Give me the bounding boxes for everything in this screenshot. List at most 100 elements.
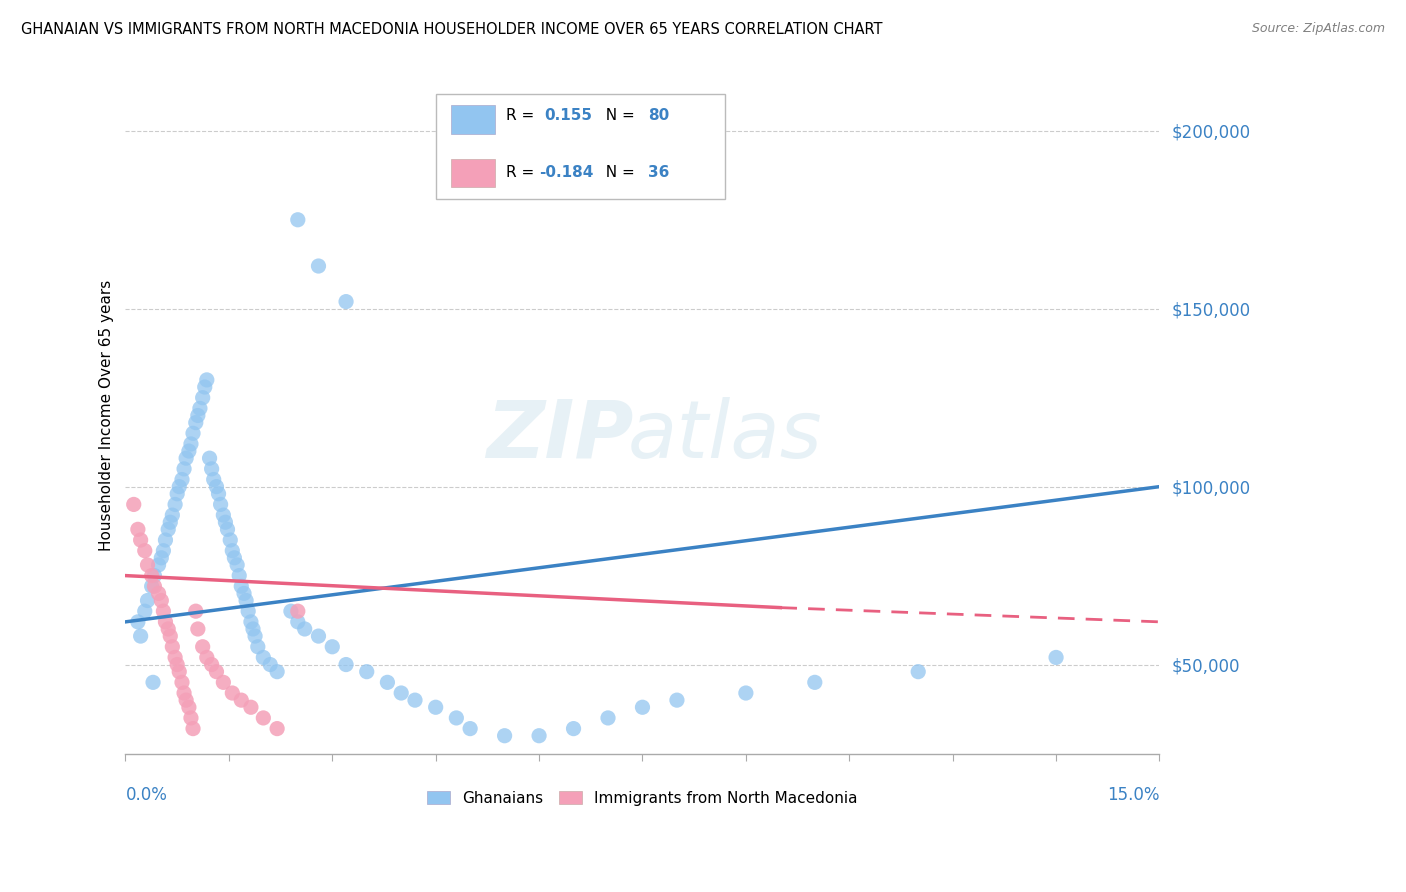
Point xyxy=(233,586,256,600)
Point xyxy=(181,722,204,736)
Point xyxy=(219,533,242,547)
Point xyxy=(665,693,688,707)
Point xyxy=(152,543,174,558)
Point xyxy=(155,615,177,629)
Point xyxy=(259,657,281,672)
FancyBboxPatch shape xyxy=(451,159,495,187)
Point xyxy=(159,515,181,529)
Point xyxy=(165,498,187,512)
Point xyxy=(134,604,156,618)
Point xyxy=(221,686,243,700)
Point xyxy=(152,604,174,618)
Point xyxy=(195,650,218,665)
Point xyxy=(596,711,619,725)
Point xyxy=(356,665,378,679)
Text: Source: ZipAtlas.com: Source: ZipAtlas.com xyxy=(1251,22,1385,36)
Point xyxy=(167,480,190,494)
FancyBboxPatch shape xyxy=(436,95,725,199)
Text: 80: 80 xyxy=(648,109,669,123)
Point xyxy=(252,711,274,725)
Y-axis label: Householder Income Over 65 years: Householder Income Over 65 years xyxy=(100,280,114,551)
Point xyxy=(162,508,184,522)
Point xyxy=(228,568,250,582)
Point xyxy=(129,629,152,643)
Point xyxy=(143,568,166,582)
Point xyxy=(907,665,929,679)
Point xyxy=(266,665,288,679)
Point xyxy=(235,593,257,607)
Point xyxy=(173,462,195,476)
Point xyxy=(287,615,309,629)
Point xyxy=(246,640,269,654)
Point xyxy=(174,451,197,466)
Point xyxy=(205,665,228,679)
Text: ZIP: ZIP xyxy=(486,397,634,475)
Point xyxy=(212,675,235,690)
Point xyxy=(150,550,173,565)
Point xyxy=(404,693,426,707)
Point xyxy=(308,629,330,643)
Point xyxy=(150,593,173,607)
Point xyxy=(280,604,302,618)
Point xyxy=(136,593,159,607)
Point xyxy=(201,462,224,476)
Text: R =: R = xyxy=(506,165,538,179)
Point xyxy=(562,722,585,736)
Point xyxy=(184,416,207,430)
Point xyxy=(239,700,262,714)
Point xyxy=(142,675,165,690)
Point xyxy=(212,508,235,522)
Point xyxy=(170,473,193,487)
Point xyxy=(631,700,654,714)
Point xyxy=(205,480,228,494)
Point xyxy=(177,444,200,458)
Legend: Ghanaians, Immigrants from North Macedonia: Ghanaians, Immigrants from North Macedon… xyxy=(420,783,865,814)
Point xyxy=(202,473,225,487)
Point xyxy=(177,700,200,714)
Point xyxy=(231,693,253,707)
Point xyxy=(209,498,232,512)
Point xyxy=(187,622,209,636)
Point xyxy=(148,586,170,600)
Point xyxy=(377,675,399,690)
Point xyxy=(166,657,188,672)
Text: N =: N = xyxy=(596,109,640,123)
Point xyxy=(804,675,827,690)
Point xyxy=(231,579,253,593)
Text: 15.0%: 15.0% xyxy=(1107,786,1160,804)
Point xyxy=(141,568,163,582)
Point xyxy=(127,522,149,536)
Point xyxy=(266,722,288,736)
Point xyxy=(287,604,309,618)
Point xyxy=(127,615,149,629)
Point xyxy=(165,650,187,665)
Point xyxy=(162,640,184,654)
Point xyxy=(159,629,181,643)
Point xyxy=(129,533,152,547)
Point xyxy=(321,640,343,654)
Point xyxy=(335,294,357,309)
Point xyxy=(207,487,229,501)
Point xyxy=(143,579,166,593)
Text: -0.184: -0.184 xyxy=(538,165,593,179)
Text: R =: R = xyxy=(506,109,544,123)
Point xyxy=(734,686,756,700)
Point xyxy=(180,437,202,451)
Point xyxy=(238,604,260,618)
Point xyxy=(425,700,447,714)
Point xyxy=(188,401,211,416)
Point xyxy=(184,604,207,618)
Point xyxy=(136,558,159,572)
Point xyxy=(214,515,236,529)
Point xyxy=(166,487,188,501)
Text: N =: N = xyxy=(596,165,640,179)
Point xyxy=(157,622,180,636)
Point xyxy=(446,711,468,725)
Point xyxy=(198,451,221,466)
Point xyxy=(170,675,193,690)
Point xyxy=(141,579,163,593)
Point xyxy=(191,640,214,654)
Point xyxy=(527,729,550,743)
Point xyxy=(181,426,204,441)
Text: 0.0%: 0.0% xyxy=(125,786,167,804)
